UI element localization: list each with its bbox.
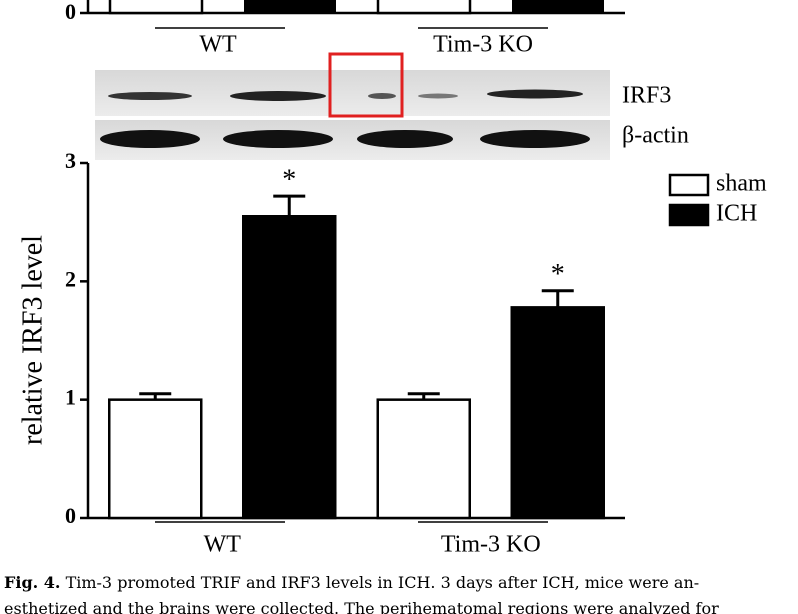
y-tick-label: 1	[65, 385, 76, 410]
caption: Fig. 4. Tim-3 promoted TRIF and IRF3 lev…	[4, 573, 699, 592]
annotation: *	[282, 165, 296, 196]
top-panel: 0 WT Tim-3 KO	[65, 0, 625, 58]
bar	[108, 398, 203, 520]
x-tick-label: WT	[204, 532, 242, 558]
blot-label: IRF3	[622, 83, 671, 109]
bar	[242, 215, 337, 520]
y-axis-label: relative IRF3 level	[17, 235, 48, 445]
y-tick-label: 3	[65, 148, 76, 173]
x-tick-label: Tim-3 KO	[441, 532, 541, 558]
y-tick-label: 0	[65, 0, 76, 24]
group-label: Tim-3 KO	[433, 32, 533, 58]
y-tick-label: 2	[65, 266, 76, 291]
caption-text: Tim-3 promoted TRIF and IRF3 levels in I…	[66, 573, 700, 592]
error-bar	[273, 194, 306, 217]
blot: IRF3 β-actin	[95, 52, 689, 160]
legend-label: ICH	[716, 201, 757, 227]
legend-label: sham	[716, 171, 767, 197]
annotation: *	[551, 259, 565, 290]
bar	[376, 398, 471, 520]
error-bar	[541, 289, 574, 308]
y-tick-label: 0	[65, 503, 76, 528]
bar	[510, 306, 605, 520]
caption-label: Fig. 4.	[4, 573, 60, 592]
caption-text: esthetized and the brains were collected…	[4, 599, 719, 614]
legend-swatch	[668, 203, 710, 227]
blot-label: β-actin	[622, 123, 689, 149]
error-bar	[139, 392, 172, 400]
error-bar	[407, 392, 440, 400]
legend-swatch	[668, 173, 710, 197]
group-label: WT	[199, 32, 237, 58]
